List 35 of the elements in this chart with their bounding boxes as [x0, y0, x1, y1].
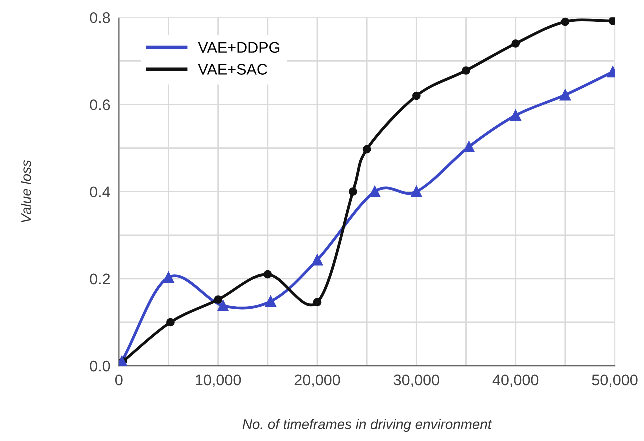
point — [608, 18, 616, 26]
point — [512, 40, 520, 48]
point — [218, 300, 229, 312]
y-axis-title: Value loss — [21, 160, 32, 222]
x-tick-label: 0 — [115, 374, 123, 386]
point — [362, 145, 372, 154]
x-tick-label: 40,000 — [492, 374, 539, 388]
point — [560, 90, 571, 101]
point — [313, 298, 322, 307]
y-tick-label: 0.8 — [90, 12, 110, 24]
y-tick-label: 0.2 — [90, 274, 110, 285]
x-tick-label: 10,000 — [196, 374, 242, 388]
point — [312, 254, 324, 266]
point — [163, 272, 174, 284]
x-tick-label: 50,000 — [592, 374, 638, 388]
legend-label: VAE+DDPG — [198, 42, 280, 54]
legend-label: VAE+SAC — [198, 64, 268, 75]
point — [412, 92, 421, 100]
y-tick-label: 0.0 — [90, 360, 110, 372]
point — [214, 296, 222, 304]
point — [510, 110, 522, 122]
x-tick-label: 30,000 — [394, 374, 440, 388]
point — [349, 188, 358, 196]
point — [265, 296, 276, 308]
point — [369, 186, 381, 198]
x-tick-label: 20,000 — [294, 374, 340, 388]
x-axis-title: No. of timeframes in driving environment — [242, 419, 492, 432]
point — [264, 270, 272, 279]
point — [462, 66, 470, 75]
point — [166, 318, 175, 327]
point — [411, 186, 422, 198]
y-tick-label: 0.6 — [90, 100, 110, 110]
y-tick-label: 0.4 — [90, 186, 110, 198]
point — [464, 141, 475, 153]
point — [561, 18, 570, 26]
